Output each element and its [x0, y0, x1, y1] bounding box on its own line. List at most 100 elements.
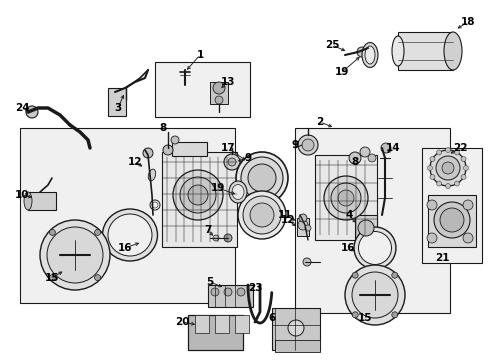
Circle shape: [303, 258, 311, 266]
Text: 8: 8: [351, 157, 359, 167]
Circle shape: [331, 183, 361, 213]
Circle shape: [352, 312, 358, 318]
Circle shape: [143, 148, 153, 158]
Bar: [295, 128, 450, 313]
Ellipse shape: [108, 214, 152, 256]
Circle shape: [381, 143, 391, 153]
Circle shape: [427, 200, 437, 210]
Circle shape: [463, 233, 473, 243]
Text: 18: 18: [461, 17, 475, 27]
Text: 24: 24: [15, 103, 29, 113]
Bar: [428, 195, 476, 247]
Circle shape: [224, 154, 240, 170]
Text: 16: 16: [118, 243, 132, 253]
Circle shape: [288, 320, 304, 336]
Bar: [208, 285, 253, 307]
Bar: [272, 308, 320, 350]
Text: 5: 5: [206, 277, 214, 287]
Circle shape: [95, 229, 100, 235]
Circle shape: [463, 200, 473, 210]
Text: 4: 4: [345, 210, 353, 220]
Circle shape: [302, 139, 314, 151]
Bar: [275, 340, 320, 352]
Bar: [172, 142, 207, 156]
Circle shape: [437, 181, 441, 186]
Circle shape: [461, 157, 466, 162]
Text: 7: 7: [204, 225, 212, 235]
Circle shape: [305, 225, 311, 231]
Bar: [355, 215, 377, 243]
Circle shape: [213, 235, 219, 241]
Circle shape: [47, 227, 103, 283]
Circle shape: [358, 220, 374, 236]
Circle shape: [324, 176, 368, 220]
Circle shape: [352, 272, 358, 278]
Text: 8: 8: [159, 123, 167, 133]
Ellipse shape: [148, 169, 156, 181]
Circle shape: [298, 220, 308, 230]
Ellipse shape: [232, 184, 244, 199]
Ellipse shape: [359, 231, 392, 265]
Text: 14: 14: [386, 143, 400, 153]
Ellipse shape: [365, 46, 375, 64]
Circle shape: [445, 184, 450, 189]
Ellipse shape: [24, 192, 32, 210]
Ellipse shape: [392, 36, 404, 66]
Circle shape: [188, 185, 208, 205]
Circle shape: [430, 175, 435, 180]
Ellipse shape: [102, 209, 157, 261]
Circle shape: [392, 272, 398, 278]
Circle shape: [392, 312, 398, 318]
Text: 9: 9: [292, 140, 298, 150]
Circle shape: [464, 166, 468, 171]
Text: 9: 9: [245, 153, 251, 163]
Circle shape: [95, 275, 100, 281]
Bar: [20, 128, 235, 303]
Text: 19: 19: [211, 183, 225, 193]
Circle shape: [211, 288, 219, 296]
Circle shape: [345, 265, 405, 325]
Circle shape: [173, 170, 223, 220]
Circle shape: [436, 156, 460, 180]
Text: 15: 15: [358, 313, 372, 323]
Bar: [297, 218, 309, 236]
Circle shape: [461, 175, 466, 180]
Bar: [195, 315, 209, 333]
Bar: [108, 88, 126, 116]
Circle shape: [445, 148, 450, 153]
Circle shape: [171, 136, 179, 144]
Bar: [215, 315, 229, 333]
Bar: [210, 82, 228, 104]
Text: 6: 6: [269, 313, 275, 323]
Circle shape: [40, 220, 110, 290]
Circle shape: [213, 82, 225, 94]
Text: 20: 20: [175, 317, 189, 327]
Ellipse shape: [354, 227, 396, 269]
Ellipse shape: [248, 164, 276, 192]
Circle shape: [163, 145, 173, 155]
Circle shape: [224, 234, 232, 242]
Ellipse shape: [362, 42, 378, 68]
Circle shape: [237, 288, 245, 296]
Text: 13: 13: [221, 77, 235, 87]
Circle shape: [434, 202, 470, 238]
Circle shape: [427, 166, 433, 171]
Circle shape: [26, 106, 38, 118]
Text: 11: 11: [278, 210, 292, 220]
Ellipse shape: [241, 157, 283, 199]
Bar: [315, 155, 377, 240]
Circle shape: [437, 150, 441, 155]
Circle shape: [352, 272, 398, 318]
Bar: [235, 315, 249, 333]
Text: 21: 21: [435, 253, 449, 263]
Ellipse shape: [250, 203, 274, 227]
Bar: [422, 148, 482, 263]
Circle shape: [427, 233, 437, 243]
Circle shape: [440, 208, 464, 232]
Text: 3: 3: [114, 103, 122, 113]
Text: 17: 17: [220, 143, 235, 153]
Text: 19: 19: [335, 67, 349, 77]
Text: 2: 2: [317, 117, 323, 127]
Bar: [28, 192, 56, 210]
Circle shape: [455, 150, 460, 155]
